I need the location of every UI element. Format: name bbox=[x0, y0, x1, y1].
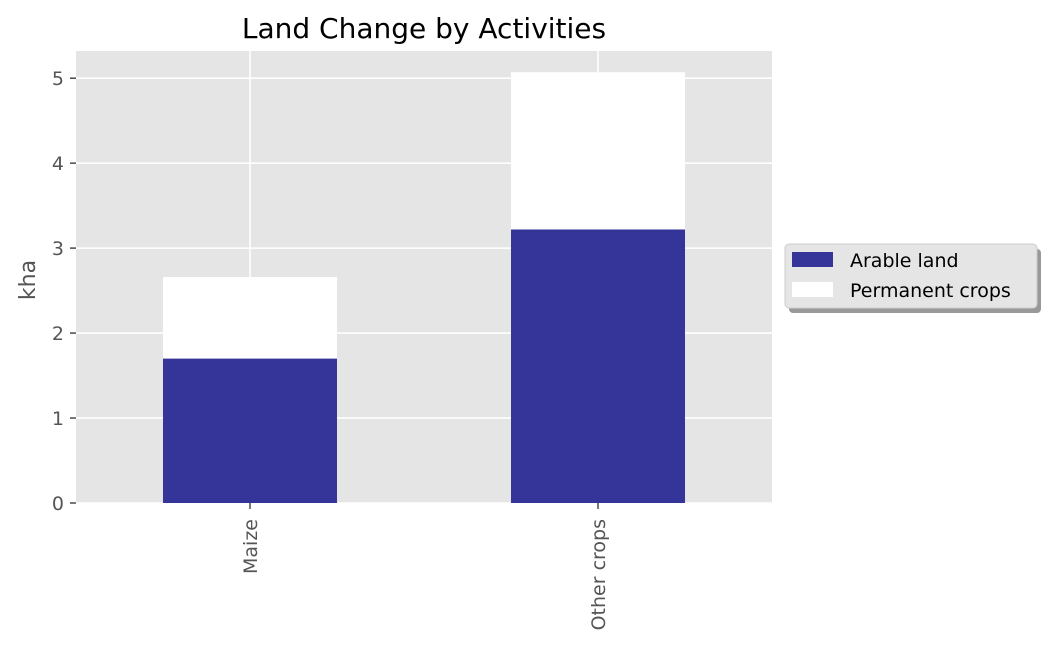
y-tick-label: 4 bbox=[52, 153, 64, 175]
y-tick-label: 1 bbox=[52, 408, 64, 430]
y-tick-label: 3 bbox=[52, 238, 64, 260]
bar-arable-land bbox=[511, 229, 685, 503]
bar-permanent-crops bbox=[511, 72, 685, 230]
bar-permanent-crops bbox=[163, 277, 337, 359]
x-tick-label: Maize bbox=[240, 519, 262, 574]
bar-arable-land bbox=[163, 358, 337, 503]
y-tick-label: 0 bbox=[52, 493, 64, 515]
legend-label: Permanent crops bbox=[850, 280, 1011, 302]
x-axis: Maize Other crops bbox=[240, 503, 610, 630]
legend: Arable land Permanent crops bbox=[784, 243, 1041, 313]
y-tick-label: 2 bbox=[52, 323, 64, 345]
bars bbox=[163, 72, 685, 503]
legend-swatch bbox=[792, 282, 833, 297]
legend-swatch bbox=[792, 252, 833, 267]
x-tick-label: Other crops bbox=[588, 519, 610, 630]
chart-title: Land Change by Activities bbox=[242, 12, 606, 45]
y-tick-label: 5 bbox=[52, 68, 64, 90]
y-axis: 0 1 2 3 4 5 bbox=[52, 68, 76, 515]
legend-label: Arable land bbox=[850, 250, 959, 272]
legend-box bbox=[784, 243, 1038, 309]
y-axis-label: kha bbox=[16, 260, 41, 300]
